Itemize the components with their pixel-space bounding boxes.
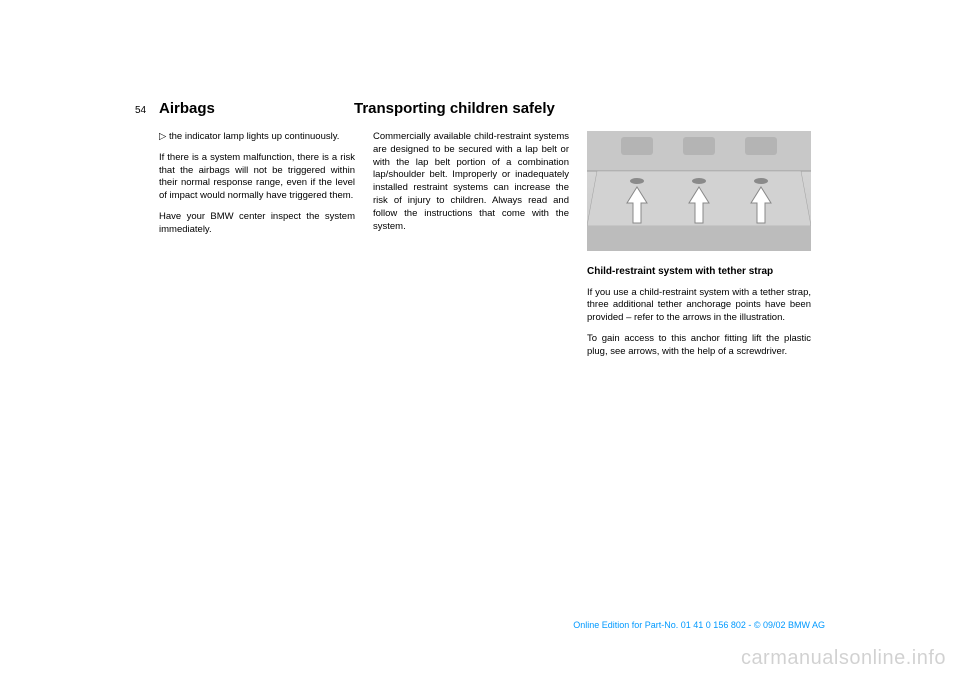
bullet-item: ▷ the indicator lamp lights up continuou… [159,131,355,144]
heading-airbags: Airbags [159,100,354,117]
manual-page: 54 Airbags Transporting children safely … [0,0,960,678]
paragraph: Have your BMW center inspect the system … [159,211,355,237]
column-3: Child-restraint system with tether strap… [587,131,811,367]
body-columns: ▷ the indicator lamp lights up continuou… [135,131,825,367]
paragraph: To gain access to this anchor fitting li… [587,333,811,359]
page-number: 54 [135,105,159,116]
anchor-slot [630,178,644,184]
tether-anchor-illustration [587,131,811,251]
paragraph: If you use a child-restraint system with… [587,287,811,325]
paragraph: If there is a system malfunction, there … [159,152,355,203]
subheading: Child-restraint system with tether strap [587,265,811,279]
anchor-slot [754,178,768,184]
column-1: ▷ the indicator lamp lights up continuou… [159,131,355,367]
heading-transporting-children: Transporting children safely [354,100,555,117]
paragraph: Commercially available child-restraint s… [373,131,569,234]
bullet-text: the indicator lamp lights up continuousl… [169,131,355,144]
headrest [621,137,653,155]
footer-text: Online Edition for Part-No. 01 41 0 156 … [573,620,825,630]
bullet-marker: ▷ [159,131,169,144]
bumper-strip [587,226,811,251]
headrest [745,137,777,155]
header-row: 54 Airbags Transporting children safely [135,100,825,117]
column-2: Commercially available child-restraint s… [373,131,569,367]
illustration-svg [587,131,811,251]
headrest [683,137,715,155]
anchor-slot [692,178,706,184]
